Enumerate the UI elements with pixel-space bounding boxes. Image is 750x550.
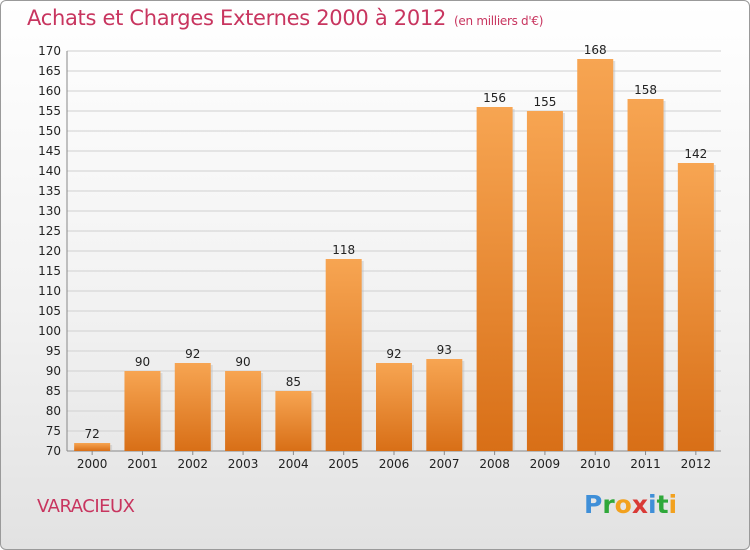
logo-letter: r [602,490,615,519]
y-tick-label: 95 [46,344,61,358]
y-tick-label: 155 [38,104,61,118]
y-tick-label: 150 [38,124,61,138]
y-tick-label: 105 [38,304,61,318]
y-tick-label: 160 [38,84,61,98]
bar [677,163,714,451]
data-label: 92 [185,347,200,361]
x-tick-label: 2004 [278,457,309,471]
data-label: 90 [235,355,250,369]
x-tick-label: 2012 [681,457,712,471]
bar [577,59,614,451]
data-label: 155 [533,95,556,109]
x-tick-label: 2003 [228,457,259,471]
chart-title: Achats et Charges Externes 2000 à 2012 (e… [27,6,543,30]
x-tick-label: 2007 [429,457,460,471]
x-tick-label: 2005 [328,457,359,471]
logo-letter: i [648,490,657,519]
y-tick-label: 115 [38,264,61,278]
data-label: 168 [584,43,607,57]
y-tick-label: 80 [46,404,61,418]
bar [376,363,412,451]
x-tick-label: 2011 [630,457,661,471]
y-tick-label: 130 [38,204,61,218]
data-label: 72 [85,427,100,441]
logo-letter: t [656,490,669,519]
bar [225,371,262,451]
x-tick-label: 2000 [77,457,108,471]
data-label: 158 [634,83,657,97]
bar [74,443,111,451]
data-label: 90 [135,355,150,369]
proxiti-logo: Proxiti [584,490,677,519]
x-tick-label: 2010 [580,457,611,471]
data-label: 156 [483,91,506,105]
bar [325,259,362,451]
bar [275,391,312,451]
y-tick-labels: 70 75 80 85 90 95 100 105 110 115 120 125 130 135 140 1… [38,44,61,458]
x-tick-label: 2001 [127,457,158,471]
logo-letter: o [614,490,632,519]
y-tick-label: 165 [38,64,61,78]
title-unit: (en milliers d'€) [454,14,544,28]
y-tick-label: 120 [38,244,61,258]
y-tick-label: 100 [38,324,61,338]
bar [174,363,211,451]
data-label: 85 [286,375,301,389]
y-tick-label: 170 [38,44,61,58]
y-tick-label: 90 [46,364,61,378]
data-label: 118 [332,243,355,257]
bar [476,107,513,451]
data-label: 92 [386,347,401,361]
bar [627,99,664,451]
x-tick-label: 2006 [379,457,410,471]
data-label: 93 [437,343,452,357]
y-tick-label: 70 [46,444,61,458]
y-tick-label: 85 [46,384,61,398]
bar [526,111,563,451]
y-tick-label: 135 [38,184,61,198]
y-tick-label: 110 [38,284,61,298]
y-tick-label: 75 [46,424,61,438]
x-tick-labels: 2000 2001 2002 2003 2004 2005 2006 2007 2008 2009… [77,451,711,471]
data-labels: 72 90 92 90 85 118 92 93 156 155 168 158 142 [85,43,708,441]
x-tick-label: 2002 [177,457,208,471]
logo-letter: i [668,490,678,519]
bar [124,371,161,451]
y-tick-label: 145 [38,144,61,158]
x-tick-label: 2009 [530,457,561,471]
logo-letter: x [631,490,648,519]
logo-letter: P [584,490,603,519]
y-tick-label: 140 [38,164,61,178]
x-tick-label: 2008 [479,457,510,471]
data-label: 142 [684,147,707,161]
bars [74,59,716,451]
y-tick-label: 125 [38,224,61,238]
bar [426,359,463,451]
title-text: Achats et Charges Externes 2000 à 2012 [27,6,447,30]
commune-name: VARACIEUX [37,496,135,517]
